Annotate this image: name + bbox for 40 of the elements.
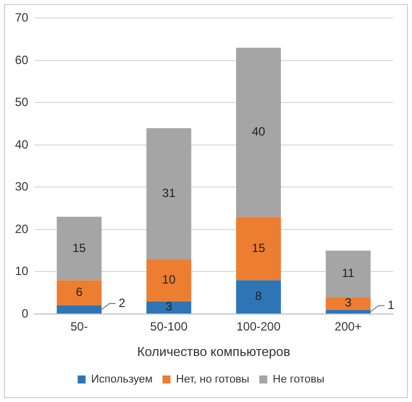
- bar: [56, 280, 102, 306]
- data-label: 31: [162, 186, 176, 200]
- y-tick-label: 20: [14, 222, 29, 236]
- data-label: 3: [344, 296, 352, 310]
- bar: [326, 250, 371, 298]
- data-label: 1: [388, 298, 395, 312]
- data-label: 15: [252, 240, 266, 255]
- bar: [326, 310, 371, 314]
- legend-label: Используем: [91, 374, 153, 386]
- x-tick-label: 200+: [334, 320, 362, 334]
- data-label: 15: [72, 240, 86, 255]
- bar: [146, 128, 192, 260]
- bar: [56, 216, 102, 280]
- x-tick-label: 100-200: [236, 320, 281, 334]
- x-tick-label: 50-: [70, 320, 88, 334]
- data-label: 2: [118, 296, 126, 310]
- y-tick-label: 40: [14, 137, 29, 152]
- bar: [236, 216, 281, 280]
- x-tick-label: 50-100: [150, 320, 188, 334]
- data-label: 6: [76, 285, 83, 300]
- y-tick-label: 0: [22, 306, 29, 320]
- data-label: 11: [342, 266, 355, 280]
- bar: [146, 259, 192, 302]
- data-label: 10: [162, 272, 176, 287]
- bar: [326, 297, 371, 310]
- data-label: 3: [166, 300, 172, 314]
- y-tick-label: 50: [14, 95, 29, 110]
- legend-label: Не готовы: [272, 374, 324, 386]
- data-label: 8: [255, 289, 262, 304]
- bar: [236, 280, 281, 314]
- bar: [236, 48, 281, 217]
- x-axis-title: Количество компьютеров: [137, 344, 290, 359]
- legend-label: Нет, но готовы: [176, 374, 250, 386]
- y-tick-label: 30: [14, 180, 29, 194]
- y-tick-label: 70: [14, 10, 29, 25]
- y-tick-label: 10: [14, 264, 29, 278]
- bar: [146, 301, 192, 314]
- bar: [56, 306, 102, 314]
- y-tick-label: 60: [14, 52, 29, 67]
- data-label: 40: [252, 124, 266, 139]
